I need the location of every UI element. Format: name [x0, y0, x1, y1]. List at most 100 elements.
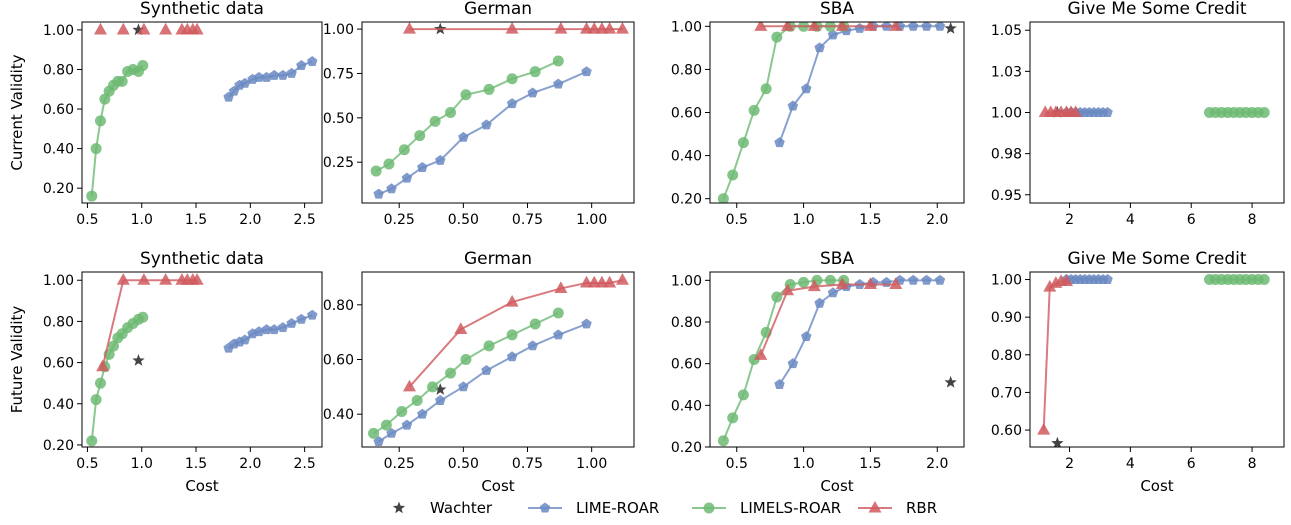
- data-point: [603, 22, 617, 34]
- data-point: [411, 395, 423, 407]
- plot-area: [1037, 274, 1270, 447]
- data-point: [889, 22, 903, 31]
- axes-frame: [361, 21, 635, 204]
- data-point: [944, 22, 957, 34]
- data-point: [481, 364, 492, 375]
- series-lime-roar: [223, 309, 318, 353]
- data-point: [277, 322, 289, 333]
- x-tick-label: 2: [1065, 456, 1074, 472]
- pentagon-icon: [539, 502, 551, 513]
- data-point: [934, 22, 946, 31]
- y-tick-label: 0.20: [671, 440, 702, 456]
- data-point: [506, 329, 518, 341]
- x-tick-label: 1.0: [131, 456, 153, 472]
- legend-item-rbr: RBR: [858, 499, 937, 517]
- series-wachter: [434, 383, 447, 395]
- data-point: [383, 158, 395, 170]
- data-point: [481, 119, 492, 130]
- data-point: [1043, 279, 1057, 292]
- series-limels-roar: [370, 55, 564, 177]
- chart-panel-2: German 0.25 0.50 0.75 1.00 0.25 0.50 0.75 1.00: [323, 0, 635, 228]
- legend-label: Wachter: [430, 499, 493, 517]
- axes-frame: [709, 21, 965, 204]
- legend-label: LIMELS-ROAR: [740, 499, 841, 517]
- data-point: [296, 60, 307, 70]
- chart-title: SBA: [820, 0, 854, 19]
- series-limels-roar: [717, 22, 850, 203]
- y-axis-label: Current Validity: [8, 54, 26, 170]
- data-point: [529, 66, 541, 78]
- data-point: [506, 98, 518, 109]
- x-tick-label: 1.5: [185, 456, 207, 472]
- axes-frame: [709, 271, 965, 448]
- data-point: [307, 56, 318, 67]
- x-tick-label: 0.75: [512, 212, 543, 228]
- data-point: [787, 100, 799, 111]
- plot-area: [86, 22, 318, 202]
- chart-panel-8: Give Me Some Credit 2 4 6 8 0.60 0.70 0.80 0.90 1…: [991, 249, 1285, 495]
- data-point: [1060, 274, 1074, 286]
- x-tick-label: 0.5: [726, 212, 748, 228]
- data-point: [417, 162, 428, 172]
- y-tick-label: 1.00: [43, 273, 74, 289]
- data-point: [854, 22, 865, 33]
- data-point: [137, 60, 149, 72]
- series-wachter: [944, 22, 957, 34]
- x-tick-label: 1.0: [792, 212, 814, 228]
- x-tick-label: 2: [1065, 212, 1074, 228]
- y-tick-label: 0.40: [43, 397, 74, 413]
- data-point: [774, 137, 785, 148]
- data-point: [93, 22, 107, 35]
- chart-title: Synthetic data: [140, 0, 264, 19]
- data-point: [239, 334, 251, 345]
- data-point: [277, 69, 289, 80]
- data-point: [771, 31, 783, 43]
- axes-frame: [81, 21, 323, 204]
- x-axis-label: Cost: [1140, 477, 1173, 495]
- y-tick-label: 0.60: [43, 356, 74, 372]
- data-point: [801, 83, 812, 94]
- series-wachter: [132, 354, 145, 366]
- star-icon: [392, 501, 406, 514]
- y-tick-label: 0.80: [43, 314, 74, 330]
- data-point: [268, 324, 280, 335]
- axes-frame: [361, 271, 635, 448]
- data-point: [553, 329, 564, 340]
- data-point: [754, 348, 768, 360]
- data-point: [159, 273, 173, 285]
- data-point: [86, 190, 98, 202]
- data-point: [727, 412, 739, 424]
- data-point: [717, 435, 729, 447]
- y-tick-label: 0.75: [323, 66, 354, 82]
- data-point: [527, 340, 538, 351]
- x-tick-label: 1.5: [859, 212, 881, 228]
- data-point: [132, 354, 145, 366]
- chart-panel-7: SBA 0.5 1.0 1.5 2.0 0.20 0.40 0.60 0.80 1.00 Cost: [671, 249, 965, 495]
- data-point: [414, 130, 426, 142]
- series-limels-roar: [1203, 107, 1270, 118]
- data-point: [717, 193, 729, 203]
- data-point: [445, 367, 457, 379]
- data-point: [159, 22, 173, 35]
- y-tick-label: 0.40: [671, 398, 702, 414]
- data-point: [286, 317, 297, 328]
- data-point: [483, 83, 495, 95]
- y-tick-label: 0.20: [671, 192, 702, 208]
- series-lime-roar: [373, 66, 592, 199]
- x-tick-label: 2.0: [926, 212, 948, 228]
- data-point: [814, 42, 825, 53]
- data-point: [402, 379, 416, 392]
- plot-area: [368, 273, 629, 446]
- data-point: [435, 395, 446, 405]
- legend-item-lime-roar: LIME-ROAR: [528, 499, 659, 517]
- data-point: [581, 66, 592, 77]
- data-point: [398, 144, 410, 156]
- y-tick-label: 0.60: [991, 423, 1022, 439]
- data-point: [1051, 436, 1064, 447]
- data-point: [190, 22, 204, 35]
- y-tick-label: 1.00: [43, 23, 74, 39]
- data-point: [754, 22, 768, 31]
- data-point: [137, 311, 149, 323]
- data-point: [1037, 422, 1051, 435]
- y-axis-label: Future Validity: [8, 306, 26, 414]
